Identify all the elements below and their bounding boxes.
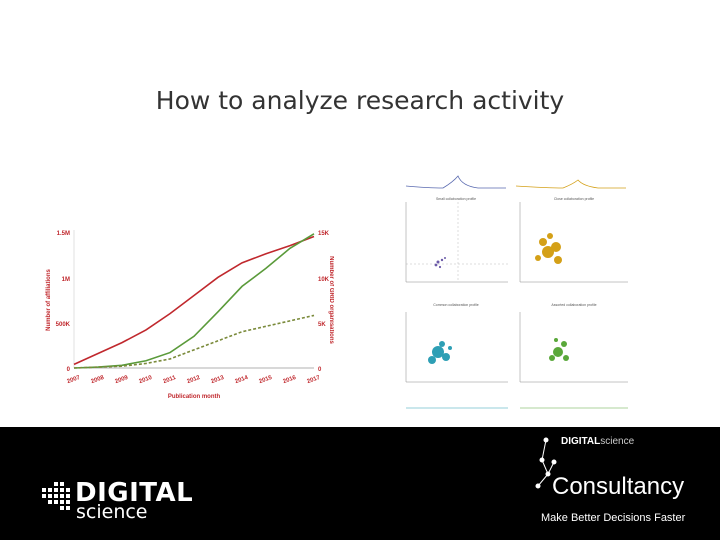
x-tick-label: 2010 [138,375,153,385]
x-tick-label: 2007 [66,375,81,385]
scatter-teal [428,341,452,364]
brand-word-digital: DIGITAL [75,478,194,508]
panel-assorted-collaboration: Assorted collaboration profile [519,303,628,409]
left-tick-4: 0 [67,367,71,373]
right-tick-2: 10K [318,277,330,283]
left-tick-2: 1M [62,277,70,283]
x-tick-label: 2009 [114,375,129,385]
panel-small-collaboration: Small collaboration profile [405,175,508,283]
tagline: Make Better Decisions Faster [541,512,686,524]
x-tick-label: 2008 [90,375,105,385]
right-tick-3: 5K [318,322,326,328]
x-tick-label: 2014 [234,375,249,385]
left-tick-1: 1.5M [57,231,70,237]
x-tick-labels: 2007 2008 2009 2010 2011 2012 2013 2014 2015 2016… [66,375,321,385]
scatter-green [549,338,569,361]
svg-text:Close collaboration profile: Close collaboration profile [554,197,594,201]
series-lines [73,233,315,369]
svg-text:Common collaboration profile: Common collaboration profile [433,303,479,307]
consultancy-wordmark: Consultancy [552,473,685,500]
series-line-3 [73,314,315,369]
right-axis-label: Number of GRID organisations [328,256,334,344]
scatter-gold [535,233,562,264]
x-axis-label: Publication month [168,394,221,400]
brand-word-science: science [76,501,148,523]
left-axis-label: Number of affiliations [46,269,52,331]
digital-science-logo-icon [42,482,70,510]
panel-common-collaboration: Common collaboration profile [405,303,508,409]
x-tick-label: 2013 [210,375,225,385]
slide-title: How to analyze research activity [155,86,565,115]
panel-close-collaboration: Close collaboration profile [515,179,628,283]
svg-text:Small collaboration profile: Small collaboration profile [436,197,476,201]
x-tick-label: 2017 [306,375,321,385]
series-line-1 [73,235,315,366]
x-tick-label: 2016 [282,375,297,385]
scatter-purple [434,257,446,269]
left-tick-3: 500K [56,322,71,328]
right-tick-1: 15K [318,231,330,237]
consultancy-network-icon [535,437,557,489]
growth-chart: 1.5M 1M 500K 0 15K 10K 5K 0 Number of af… [46,230,334,400]
svg-text:Assorted collaboration profile: Assorted collaboration profile [551,303,596,307]
x-tick-label: 2015 [258,375,273,385]
x-tick-label: 2012 [186,375,201,385]
footer-bar [0,427,720,540]
collaboration-profile-panels: Small collaboration profile Close collab… [405,175,628,409]
right-tick-4: 0 [318,367,322,373]
consultancy-brand-small: DIGITALscience [561,436,635,447]
x-tick-label: 2011 [163,375,178,385]
